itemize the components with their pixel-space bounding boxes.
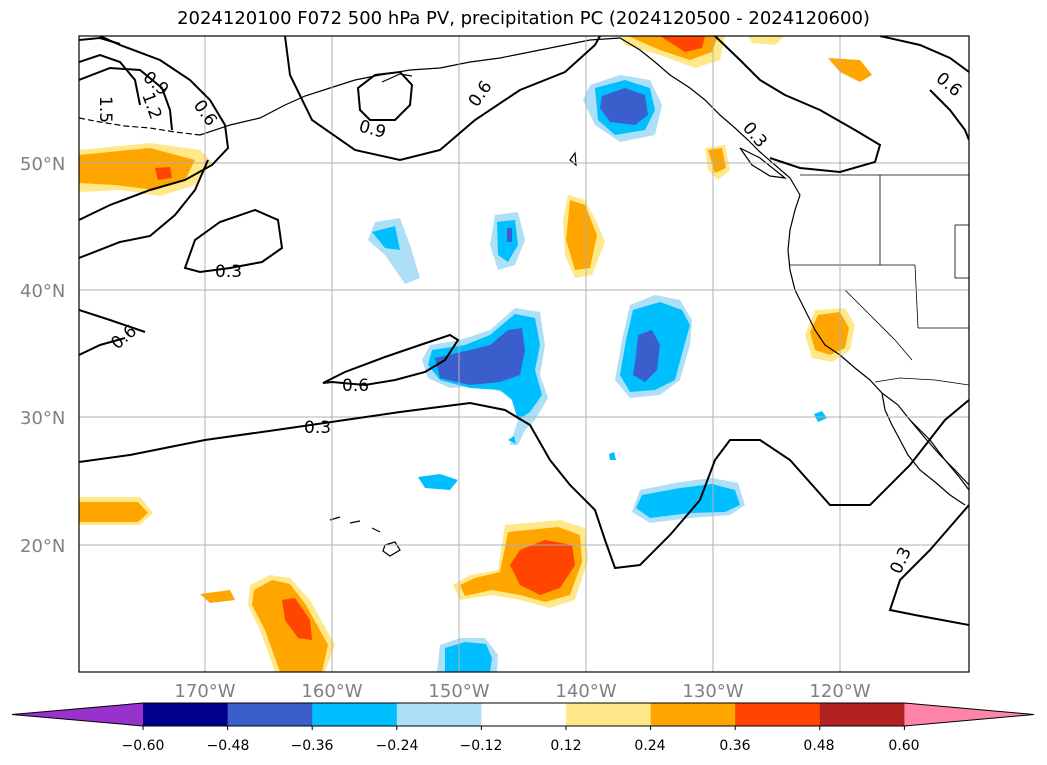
colorbar-extend-max xyxy=(904,703,1034,726)
pv-contour-0.3-south xyxy=(79,399,969,570)
colorbar-segment xyxy=(143,703,229,726)
colorbar-tick-label: −0.60 xyxy=(122,738,165,754)
pv-contour-ne xyxy=(714,36,882,174)
colorbar-segment xyxy=(566,703,652,726)
precip-positive-area xyxy=(566,200,597,270)
precip-positive-area xyxy=(282,598,312,640)
pv-contour-0.3-closed xyxy=(183,208,284,274)
colorbar-tick-label: 0.24 xyxy=(634,738,665,754)
latitude-labels: 50°N 40°N 30°N 20°N xyxy=(20,154,65,557)
precip-negative-area xyxy=(609,452,616,460)
precip-negative-area xyxy=(633,330,660,382)
lon-label-160w: 160°W xyxy=(301,681,362,702)
colorbar-extend-min xyxy=(12,703,143,726)
lon-label-170w: 170°W xyxy=(174,681,235,702)
pv-contour-0.3-se xyxy=(888,504,969,626)
pv-contour-0.9-closed xyxy=(284,36,601,162)
colorbar-tick-label: −0.36 xyxy=(291,738,334,754)
lon-label-140w: 140°W xyxy=(555,681,616,702)
colorbar-segment xyxy=(819,703,905,726)
pv-contour-0.6-mid xyxy=(322,333,460,387)
pv-contour-ne-2 xyxy=(879,36,969,73)
colorbar-segment xyxy=(735,703,821,726)
pv-contour-ne-3 xyxy=(929,89,969,141)
precip-positive-area xyxy=(200,590,235,603)
lat-label-20n: 20°N xyxy=(20,536,65,557)
contour-label: 0.3 xyxy=(215,262,242,282)
island xyxy=(381,73,413,83)
political-borders xyxy=(790,174,969,386)
precip-shading xyxy=(79,36,872,672)
precip-negative-area xyxy=(418,474,458,490)
precip-negative-area xyxy=(445,642,492,672)
contour-label: 1.5 xyxy=(95,96,115,123)
colorbar-tick-label: 0.36 xyxy=(719,738,750,754)
colorbar-tick-label: 0.60 xyxy=(888,738,919,754)
hawaii-islands xyxy=(329,516,401,557)
precip-negative-area xyxy=(600,88,648,125)
contour-label: 0.3 xyxy=(304,418,331,438)
pv-contour-west-b xyxy=(79,159,209,259)
mexico-coast xyxy=(909,419,969,491)
lat-label-30n: 30°N xyxy=(20,408,65,429)
precip-negative-area xyxy=(636,484,740,518)
bc-coast xyxy=(619,37,801,196)
pv-contour-0.6-west2 xyxy=(79,337,126,356)
precip-positive-area xyxy=(79,148,195,190)
lon-label-130w: 130°W xyxy=(682,681,743,702)
precip-positive-area xyxy=(79,502,148,522)
lon-label-150w: 150°W xyxy=(428,681,489,702)
colorbar-segment xyxy=(227,703,313,726)
map-frame xyxy=(78,35,970,673)
colorbar-tick-label: −0.24 xyxy=(376,738,419,754)
precip-positive-area xyxy=(748,36,785,45)
lat-label-50n: 50°N xyxy=(20,154,65,175)
vancouver-island xyxy=(739,147,788,179)
baja-california xyxy=(881,392,966,506)
precip-negative-area xyxy=(507,228,512,242)
colorbar-segment xyxy=(481,703,567,726)
pv-contour-0.9-small xyxy=(356,70,414,121)
colorbar-segment xyxy=(312,703,398,726)
colorbar-tick-label: −0.12 xyxy=(460,738,503,754)
aleutian-islands xyxy=(79,117,201,136)
precip-negative-area xyxy=(435,328,525,385)
chart-title: 2024120100 F072 500 hPa PV, precipitatio… xyxy=(177,8,870,29)
pv-contour-west-c xyxy=(79,66,173,131)
pv-contour-west-e xyxy=(79,36,121,45)
gridlines xyxy=(79,36,969,672)
pv-contour-west-a xyxy=(79,36,230,221)
precip-negative-area xyxy=(508,436,516,444)
pv-contours xyxy=(79,36,969,626)
colorbar-tick-label: 0.48 xyxy=(803,738,834,754)
precip-positive-area xyxy=(155,167,172,180)
colorbar-tick-label: −0.48 xyxy=(207,738,250,754)
precip-negative-area xyxy=(372,226,400,250)
pv-contour-0.6-west xyxy=(79,309,146,333)
colorbar-segment xyxy=(650,703,736,726)
colorbar-tick-label: 0.12 xyxy=(550,738,581,754)
longitude-labels: 170°W 160°W 150°W 140°W 130°W 120°W xyxy=(174,681,870,702)
colorbar xyxy=(11,702,1035,730)
precip-positive-area xyxy=(660,36,705,52)
precip-positive-area xyxy=(810,312,849,355)
contour-label: 0.6 xyxy=(342,376,369,396)
lon-label-120w: 120°W xyxy=(809,681,870,702)
lat-label-40n: 40°N xyxy=(20,281,65,302)
pv-contour-west-d xyxy=(79,53,141,106)
colorbar-tick-labels: −0.60 −0.48 −0.36 −0.24 −0.12 0.12 0.24 … xyxy=(122,738,920,754)
precip-positive-area xyxy=(828,58,872,82)
colorbar-segment xyxy=(396,703,482,726)
precip-positive-area xyxy=(510,540,575,595)
pv-contour-labels: 0.9 1.2 1.5 0.6 0.9 0.6 0.3 0.6 0.3 0.6 … xyxy=(95,68,965,578)
map-area: 0.9 1.2 1.5 0.6 0.9 0.6 0.3 0.6 0.3 0.6 … xyxy=(79,36,969,672)
